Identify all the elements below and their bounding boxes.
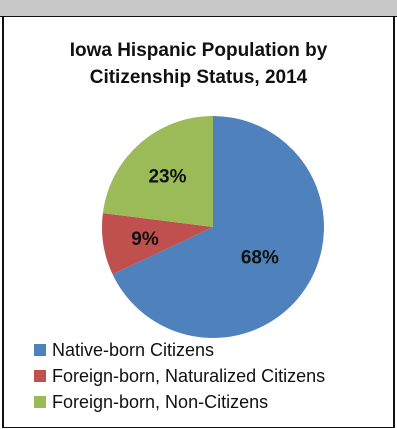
legend-swatch-non-citizens — [34, 396, 46, 408]
legend-item-non-citizens: Foreign-born, Non-Citizens — [34, 389, 325, 415]
legend-item-naturalized: Foreign-born, Naturalized Citizens — [34, 363, 325, 389]
legend-swatch-native-born — [34, 344, 46, 356]
data-label-naturalized: 9% — [131, 229, 159, 250]
chart-title: Iowa Hispanic Population by Citizenship … — [4, 37, 393, 91]
legend-label-non-citizens: Foreign-born, Non-Citizens — [52, 391, 269, 412]
chart-title-line-2: Citizenship Status, 2014 — [89, 67, 308, 88]
chart-title-line-1: Iowa Hispanic Population by — [69, 40, 328, 61]
legend-label-native-born: Native-born Citizens — [52, 339, 215, 360]
data-label-native-born: 68% — [241, 248, 279, 269]
pie-slice-naturalized — [102, 213, 213, 275]
pie-slice-non-citizens — [102, 116, 213, 227]
pie-chart: 68% 9% 23% — [102, 116, 325, 338]
legend-item-native-born: Native-born Citizens — [34, 337, 325, 363]
legend-label-naturalized: Foreign-born, Naturalized Citizens — [52, 365, 326, 386]
legend-swatch-naturalized — [34, 370, 46, 382]
legend: Native-born Citizens Foreign-born, Natur… — [34, 337, 325, 415]
data-label-non-citizens: 23% — [148, 166, 186, 187]
pie-slice-native-born — [112, 116, 325, 338]
top-bar — [0, 0, 397, 17]
chart-frame: Iowa Hispanic Population by Citizenship … — [2, 17, 395, 428]
